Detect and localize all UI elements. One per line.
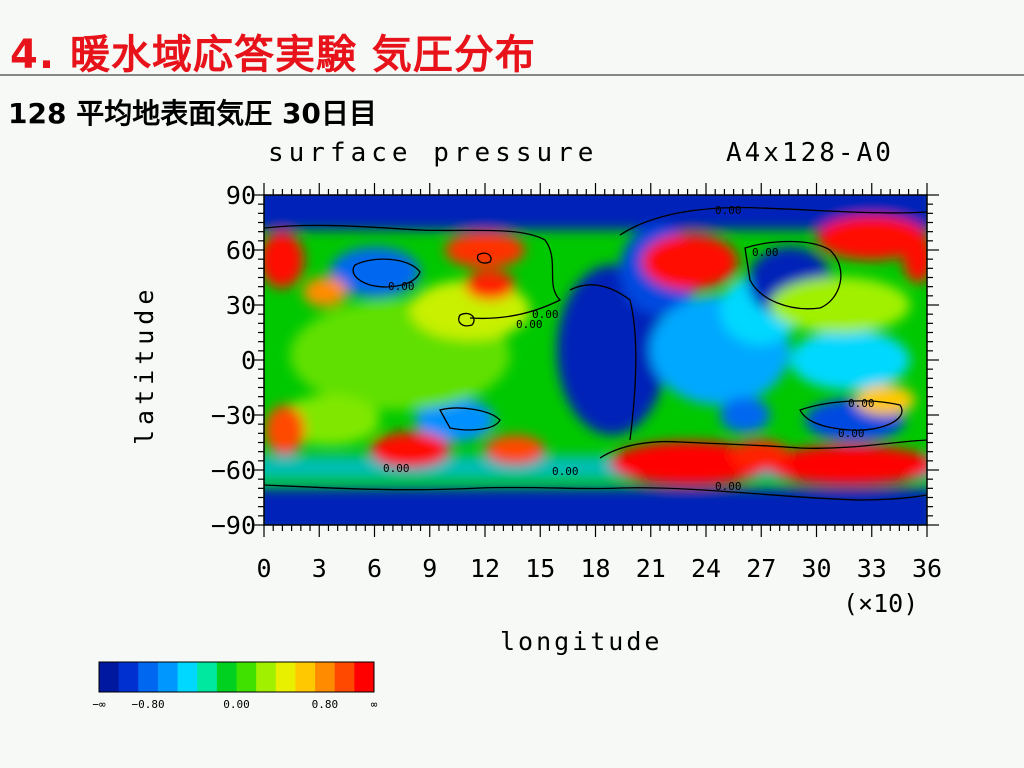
chart-title: surface pressure [268, 138, 598, 168]
contour-label: 0.00 [715, 204, 742, 217]
x-tick-label: 21 [636, 554, 666, 583]
colorbar-swatch [99, 662, 119, 692]
contour-label: 0.00 [383, 462, 410, 475]
x-tick-label: 15 [525, 554, 555, 583]
x-tick-label: 27 [746, 554, 776, 583]
y-tick-label: 0 [241, 346, 256, 375]
contour-label: 0.00 [848, 397, 875, 410]
colorbar-swatch [354, 662, 374, 692]
contour-label: 0.00 [532, 308, 559, 321]
colorbar-label: ∞ [371, 698, 378, 711]
colorbar-label: −0.80 [132, 698, 165, 711]
colorbar-label: −∞ [92, 698, 106, 711]
colorbar-swatch [315, 662, 335, 692]
colorbar-swatch [138, 662, 158, 692]
contour-label: 0.00 [838, 427, 865, 440]
y-tick-label: −90 [211, 511, 256, 540]
x-tick-label: 9 [422, 554, 437, 583]
colorbar-labels: −∞ −0.80 0.00 0.80 ∞ [92, 698, 377, 711]
heatmap-field: 0.00 0.00 0.00 0.00 0.00 0.00 0.00 0.00 … [255, 185, 935, 533]
colorbar-swatch [158, 662, 178, 692]
x-scale-note: (×10) [843, 589, 918, 618]
colorbar-swatch [276, 662, 296, 692]
y-tick-label: 30 [226, 291, 256, 320]
x-tick-label: 33 [857, 554, 887, 583]
colorbar-swatch [197, 662, 217, 692]
colorbar [99, 662, 375, 692]
y-axis-label: latitude [130, 285, 159, 445]
x-tick-label: 12 [470, 554, 500, 583]
run-label: A4x128-A0 [726, 138, 894, 168]
contour-label: 0.00 [715, 480, 742, 493]
colorbar-swatch [256, 662, 276, 692]
contour-label: 0.00 [552, 465, 579, 478]
x-tick-label: 6 [367, 554, 382, 583]
colorbar-swatch [237, 662, 257, 692]
contour-label: 0.00 [388, 280, 415, 293]
colorbar-label: 0.80 [312, 698, 339, 711]
y-tick-label: 90 [226, 181, 256, 210]
y-tick-label: −30 [211, 401, 256, 430]
colorbar-label: 0.00 [223, 698, 250, 711]
x-tick-label: 24 [691, 554, 721, 583]
y-tick-label: 60 [226, 236, 256, 265]
colorbar-swatch [335, 662, 355, 692]
x-tick-label: 18 [580, 554, 610, 583]
x-tick-label: 3 [312, 554, 327, 583]
colorbar-swatch [178, 662, 198, 692]
colorbar-swatch [119, 662, 139, 692]
x-tick-label: 36 [912, 554, 942, 583]
contour-label: 0.00 [752, 246, 779, 259]
colorbar-swatch [217, 662, 237, 692]
y-tick-label: −60 [211, 456, 256, 485]
x-axis-label: longitude [500, 627, 662, 656]
colorbar-swatch [295, 662, 315, 692]
x-tick-label: 30 [801, 554, 831, 583]
x-tick-label: 0 [256, 554, 271, 583]
